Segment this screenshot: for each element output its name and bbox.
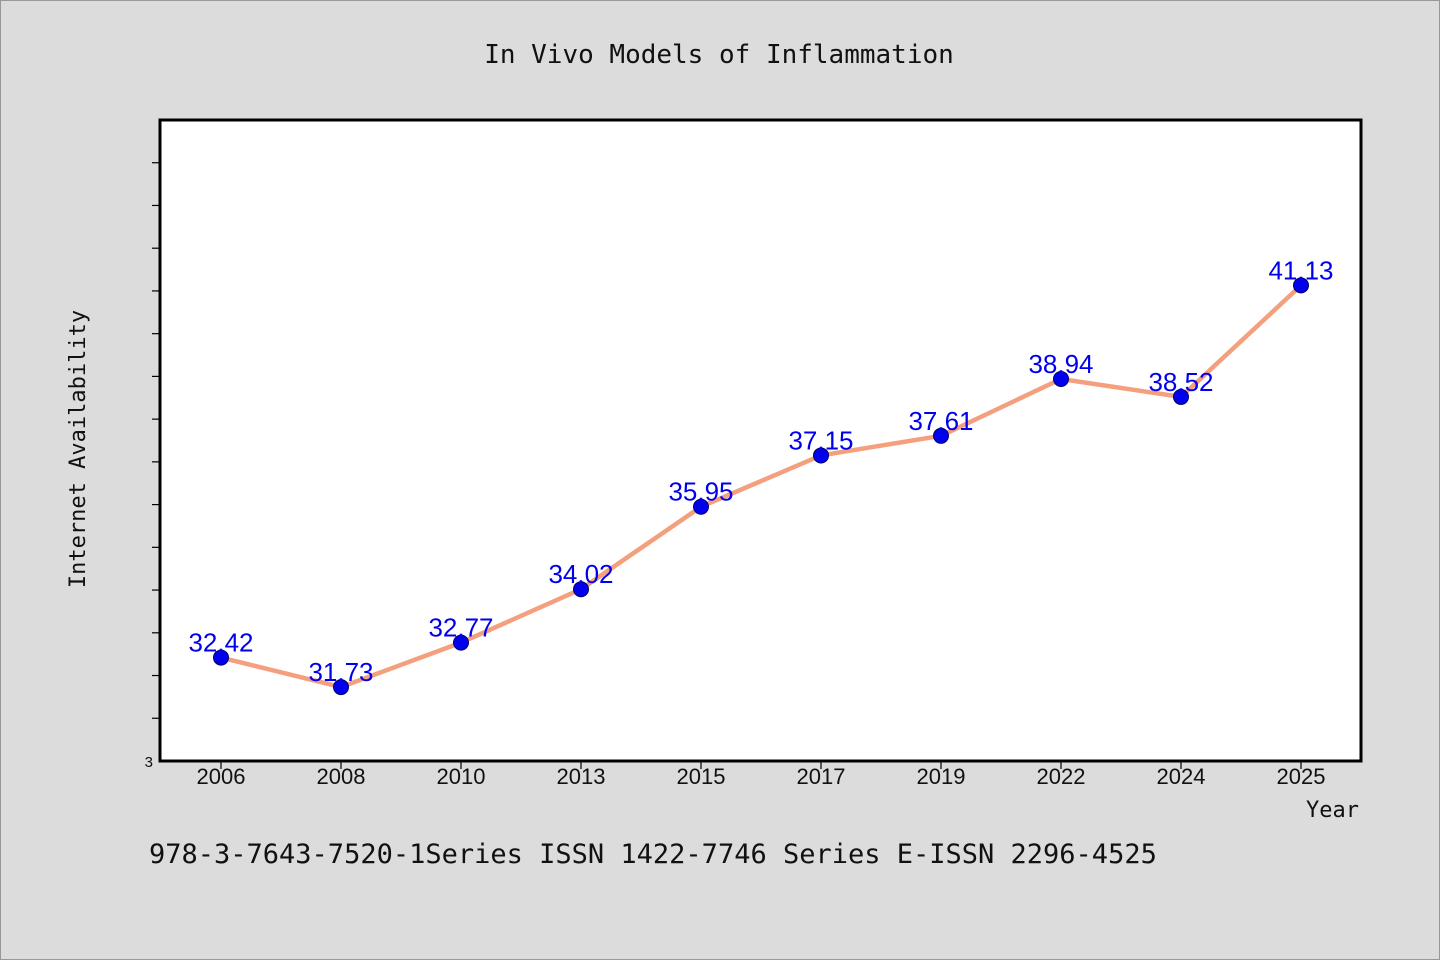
- data-point: [1293, 277, 1309, 294]
- x-tick-label: 2025: [1277, 764, 1326, 789]
- y-tick-label: 3: [145, 754, 153, 771]
- data-label: 37.61: [908, 406, 973, 436]
- plot-area: [158, 118, 1363, 763]
- data-label: 38.94: [1028, 349, 1093, 379]
- data-label: 31.73: [308, 657, 373, 687]
- x-tick-label: 2017: [797, 764, 846, 789]
- data-point: [573, 581, 589, 598]
- data-point: [213, 649, 229, 666]
- x-tick-label: 2019: [917, 764, 966, 789]
- data-point: [333, 679, 349, 696]
- data-label: 38.52: [1148, 367, 1213, 397]
- data-label: 32.77: [428, 613, 493, 643]
- x-tick-label: 2006: [197, 764, 246, 789]
- x-axis-ticks: 2006 2008 2010 2013 2015 2017 2019 2022 2024 2025: [197, 761, 1326, 789]
- data-labels: 32.42 31.73 32.77 34.02 35.95 37.15 37.61 38.94…: [188, 255, 1333, 687]
- x-tick-label: 2024: [1157, 764, 1206, 789]
- x-tick-label: 2008: [317, 764, 366, 789]
- x-tick-label: 2010: [437, 764, 486, 789]
- data-label: 37.15: [788, 425, 853, 455]
- x-tick-label: 2015: [677, 764, 726, 789]
- data-markers: [213, 277, 1309, 696]
- x-tick-label: 2022: [1037, 764, 1086, 789]
- y-axis-label: Internet Availability: [66, 310, 91, 588]
- series-line: [218, 283, 1304, 690]
- series-line-group: [218, 283, 1304, 690]
- data-point: [1053, 370, 1069, 387]
- data-point: [453, 634, 469, 651]
- x-tick-label: 2013: [557, 764, 606, 789]
- data-point: [813, 447, 829, 464]
- data-point: [933, 427, 949, 444]
- data-label: 34.02: [548, 559, 613, 589]
- x-axis-label: Year: [1306, 798, 1359, 823]
- data-point: [693, 498, 709, 515]
- data-label: 32.42: [188, 628, 253, 658]
- footer-text: 978-3-7643-7520-1Series ISSN 1422-7746 S…: [149, 839, 1157, 870]
- y-axis-ticks: [152, 162, 160, 719]
- data-label: 35.95: [668, 477, 733, 507]
- data-label: 41.13: [1268, 255, 1333, 285]
- data-point: [1173, 388, 1189, 405]
- chart-title: In Vivo Models of Inflammation: [484, 40, 954, 70]
